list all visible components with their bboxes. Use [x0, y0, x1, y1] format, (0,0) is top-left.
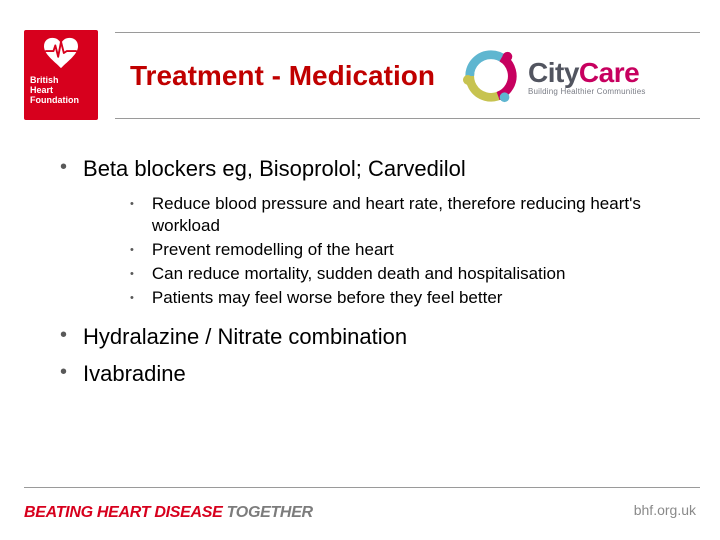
bullet-dot-icon: • — [60, 323, 67, 347]
citycare-logo: CityCare Building Healthier Communities — [462, 46, 692, 106]
heart-icon — [42, 36, 80, 70]
footer-url: bhf.org.uk — [634, 502, 696, 518]
bullet-dot-icon: • — [130, 196, 134, 213]
header: British Heart Foundation Treatment - Med… — [0, 0, 720, 130]
page-title: Treatment - Medication — [130, 60, 435, 92]
bullet-l1: • Ivabradine — [60, 360, 680, 388]
footer-tagline: BEATING HEART DISEASE TOGETHER — [24, 504, 313, 522]
bullet-text: Can reduce mortality, sudden death and h… — [152, 263, 566, 285]
bullet-dot-icon: • — [130, 266, 134, 283]
bullet-l2: • Patients may feel worse before they fe… — [130, 287, 680, 309]
citycare-tagline: Building Healthier Communities — [528, 87, 646, 96]
bullet-l2: • Reduce blood pressure and heart rate, … — [130, 193, 680, 237]
content: • Beta blockers eg, Bisoprolol; Carvedil… — [60, 155, 680, 398]
citycare-brand-part2: Care — [579, 57, 639, 88]
footer-tagline-red: BEATING HEART DISEASE — [24, 504, 222, 521]
rule-footer — [24, 487, 700, 488]
bhf-logo-text: British Heart Foundation — [24, 76, 98, 106]
bullet-dot-icon: • — [130, 242, 134, 259]
bullet-l2: • Can reduce mortality, sudden death and… — [130, 263, 680, 285]
rule-top — [115, 32, 700, 33]
bullet-text: Hydralazine / Nitrate combination — [83, 323, 407, 351]
bullet-text: Ivabradine — [83, 360, 186, 388]
bullet-text: Prevent remodelling of the heart — [152, 239, 394, 261]
sublist: • Reduce blood pressure and heart rate, … — [130, 193, 680, 309]
bullet-text: Reduce blood pressure and heart rate, th… — [152, 193, 680, 237]
bullet-dot-icon: • — [130, 290, 134, 307]
bullet-l1: • Beta blockers eg, Bisoprolol; Carvedil… — [60, 155, 680, 183]
bullet-l1: • Hydralazine / Nitrate combination — [60, 323, 680, 351]
swirl-icon — [462, 47, 520, 105]
slide: British Heart Foundation Treatment - Med… — [0, 0, 720, 540]
bullet-l2: • Prevent remodelling of the heart — [130, 239, 680, 261]
citycare-brand-part1: City — [528, 57, 579, 88]
bullet-text: Patients may feel worse before they feel… — [152, 287, 503, 309]
bhf-logo: British Heart Foundation — [24, 30, 98, 120]
bullet-dot-icon: • — [60, 155, 67, 179]
citycare-text: CityCare Building Healthier Communities — [528, 57, 646, 96]
bullet-text: Beta blockers eg, Bisoprolol; Carvedilol — [83, 155, 466, 183]
rule-under-title — [115, 118, 700, 119]
footer-tagline-grey: TOGETHER — [222, 504, 312, 521]
bhf-line3: Foundation — [30, 96, 92, 106]
bullet-dot-icon: • — [60, 360, 67, 384]
citycare-brand: CityCare — [528, 57, 646, 89]
